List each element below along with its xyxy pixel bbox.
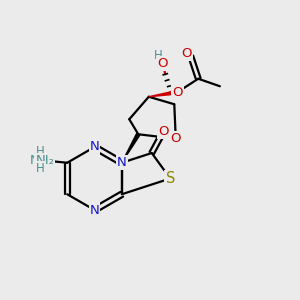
Text: O: O <box>157 57 167 70</box>
Polygon shape <box>122 133 140 163</box>
Text: O: O <box>172 86 182 99</box>
Text: N: N <box>90 140 99 154</box>
Text: O: O <box>181 47 191 60</box>
Polygon shape <box>149 91 178 97</box>
Text: NH₂: NH₂ <box>29 154 54 167</box>
Text: S: S <box>166 171 175 186</box>
Text: N: N <box>117 156 127 169</box>
Text: H: H <box>36 162 45 175</box>
Text: N: N <box>90 203 99 217</box>
Text: H: H <box>36 145 45 158</box>
Text: N: N <box>35 154 45 167</box>
Text: O: O <box>170 132 181 145</box>
Text: O: O <box>158 125 168 138</box>
Text: H: H <box>154 49 163 62</box>
